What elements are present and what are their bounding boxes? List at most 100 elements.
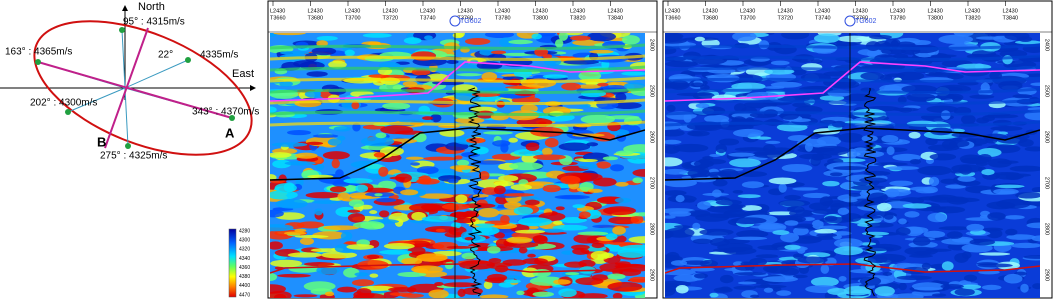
- seismic-blob: [670, 260, 688, 266]
- seismic-blob: [792, 253, 804, 260]
- seismic-blob: [578, 70, 602, 81]
- seismic-blob: [503, 279, 521, 284]
- seismic-blob: [715, 143, 728, 154]
- seismic-blob: [1026, 222, 1040, 229]
- seismic-band: [270, 109, 645, 116]
- velocity-label: 4335m/s: [200, 50, 238, 61]
- seismic-blob: [518, 246, 528, 254]
- seismic-blob: [615, 150, 634, 156]
- seismic-blob: [322, 151, 350, 160]
- seismic-blob: [464, 236, 474, 241]
- seismic-blob: [752, 150, 786, 159]
- seismic-blob: [812, 209, 840, 215]
- seismic-blob: [987, 212, 1006, 221]
- seismic-blob: [472, 160, 506, 165]
- seismic-blob: [486, 273, 508, 282]
- seismic-blob: [874, 286, 895, 297]
- seismic-blob: [351, 101, 360, 110]
- seismic-blob: [424, 35, 433, 41]
- seismic-blob: [757, 244, 792, 251]
- seismic-blob: [733, 236, 768, 241]
- seismic-blob: [492, 140, 511, 147]
- seismic-blob: [587, 188, 603, 193]
- seismic-blob: [366, 254, 380, 260]
- seismic-blob: [959, 154, 983, 164]
- depth-label: 2700: [649, 177, 655, 189]
- seismic-blob: [1004, 215, 1025, 220]
- seismic-blob: [940, 178, 958, 184]
- depth-label: 2700: [1044, 177, 1050, 189]
- seismic-blob: [532, 268, 552, 278]
- seismic-blob: [558, 288, 577, 298]
- seismic-blob: [665, 190, 687, 196]
- seismic-blob: [575, 277, 604, 286]
- seismic-blob: [981, 284, 1002, 291]
- seismic-blob: [478, 170, 490, 181]
- seismic-blob: [850, 185, 886, 191]
- velocity-label: 343° : 4370m/s: [192, 107, 259, 118]
- seismic-blob: [765, 140, 781, 144]
- seismic-blob: [328, 60, 347, 69]
- horizon-magenta: [270, 61, 645, 102]
- seismic-blob: [957, 176, 976, 182]
- trace-number: T3700: [345, 15, 361, 21]
- seismic-blob: [700, 158, 727, 165]
- seismic-blob: [340, 231, 353, 241]
- seismic-blob: [884, 38, 901, 47]
- seismic-blob: [931, 293, 947, 297]
- seismic-blob: [862, 246, 895, 252]
- seismic-blob: [912, 236, 931, 246]
- seismic-blob: [510, 184, 532, 191]
- seismic-blob: [522, 257, 548, 265]
- seismic-band: [270, 43, 645, 50]
- well-log: [467, 87, 483, 297]
- seismic-blob: [665, 33, 684, 40]
- seismic-blob: [665, 144, 681, 154]
- seismic-blob: [508, 137, 518, 143]
- seismic-blob: [632, 177, 643, 184]
- seismic-blob: [444, 261, 454, 270]
- seismic-blob: [610, 164, 625, 172]
- seismic-blob: [270, 106, 277, 113]
- trace-line: L2430: [665, 8, 680, 14]
- colorbar: [228, 228, 237, 298]
- seismic-blob: [457, 288, 466, 297]
- seismic-blob: [531, 33, 542, 40]
- seismic-blob: [379, 249, 413, 255]
- seismic-blob: [804, 142, 813, 152]
- seismic-blob: [961, 243, 993, 253]
- seismic-blob: [429, 183, 456, 191]
- seismic-blob: [542, 74, 568, 79]
- seismic-blob: [669, 211, 692, 217]
- seismic-blob: [374, 193, 383, 197]
- seismic-blob: [344, 49, 355, 56]
- seismic-blob: [597, 196, 624, 205]
- seismic-blob: [454, 194, 468, 204]
- seismic-blob: [718, 169, 739, 179]
- seismic-blob: [729, 158, 761, 168]
- seismic-blob: [623, 82, 645, 90]
- seismic-blob: [516, 290, 525, 296]
- seismic-blob: [770, 60, 790, 66]
- seismic-blob: [984, 33, 1021, 36]
- seismic-blob: [1018, 138, 1034, 147]
- east-label: East: [232, 68, 254, 80]
- seismic-blob: [813, 33, 840, 44]
- seismic-blob: [612, 292, 623, 298]
- depth-label: 2800: [649, 223, 655, 235]
- horizon-black: [665, 127, 1040, 181]
- seismic-blob: [270, 272, 277, 282]
- seismic-blob: [996, 198, 1031, 209]
- seismic-blob: [513, 149, 543, 156]
- seismic-blob: [375, 132, 387, 139]
- seismic-blob: [533, 235, 548, 245]
- seismic-blob: [891, 293, 924, 298]
- seismic-blob: [563, 33, 584, 36]
- seismic-blob: [354, 272, 369, 277]
- seismic-blob: [723, 249, 738, 253]
- colorbar-tick: 4380: [239, 274, 250, 280]
- seismic-blob: [728, 152, 755, 157]
- seismic-blob: [294, 235, 329, 239]
- seismic-blob: [911, 282, 945, 291]
- seismic-blob: [902, 203, 932, 209]
